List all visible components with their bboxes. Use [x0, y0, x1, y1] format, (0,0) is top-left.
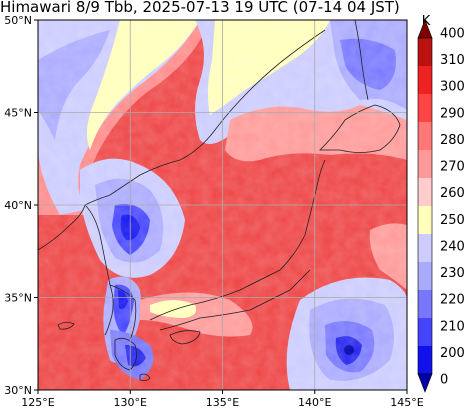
colorbar-segment [418, 234, 432, 263]
colorbar-unit-label: K [422, 14, 431, 29]
colorbar-segment [418, 178, 432, 207]
colorbar-segment [418, 290, 432, 319]
colorbar: K 400 310 300 290 280 270 260 250 240 230 220 210 20… [417, 14, 465, 393]
colorbar-tick-label: 250 [440, 213, 465, 228]
x-tick-label: 145°E [390, 396, 423, 409]
colorbar-tick-label: 270 [440, 160, 465, 175]
colorbar-segment [418, 66, 432, 95]
colorbar-tick-label: 300 [440, 80, 465, 95]
colorbar-tick-label: 260 [440, 186, 465, 201]
y-tick-label: 45°N [4, 107, 32, 120]
colorbar-segment [418, 94, 432, 123]
colorbar-segment [418, 318, 432, 347]
colorbar-segment [418, 262, 432, 291]
x-tick-label: 130°E [114, 396, 147, 409]
colorbar-tick-label: 230 [440, 266, 465, 281]
colorbar-tick-label: 0 [440, 373, 448, 388]
colorbar-segment [418, 122, 432, 151]
y-tick-label: 40°N [4, 199, 32, 212]
y-tick-label: 50°N [4, 14, 32, 27]
colorbar-tick-label: 220 [440, 293, 465, 308]
x-tick-label: 125°E [21, 396, 54, 409]
x-tick-label: 140°E [298, 396, 331, 409]
colorbar-tick-label: 200 [440, 346, 465, 361]
y-axis: 30°N 35°N 40°N 45°N 50°N [4, 14, 38, 397]
grid-lines [38, 20, 407, 390]
colorbar-segment [418, 150, 432, 179]
colorbar-tick-label: 310 [440, 53, 465, 68]
y-tick-label: 35°N [4, 292, 32, 305]
x-tick-label: 135°E [206, 396, 239, 409]
y-tick-label: 30°N [4, 384, 32, 397]
satellite-image [38, 20, 407, 390]
colorbar-tick-label: 400 [440, 27, 465, 42]
colorbar-tick-label: 210 [440, 319, 465, 334]
colorbar-segment [418, 206, 432, 235]
colorbar-segment [418, 38, 432, 67]
x-axis: 125°E 130°E 135°E 140°E 145°E [21, 390, 424, 409]
colorbar-frame [417, 37, 433, 375]
colorbar-tick-label: 240 [440, 239, 465, 254]
map-title: Himawari 8/9 Tbb, 2025-07-13 19 UTC (07-… [0, 0, 400, 16]
colorbar-tick-label: 280 [440, 133, 465, 148]
colorbar-segment [418, 346, 432, 375]
colorbar-tick-label: 290 [440, 106, 465, 121]
colorbar-extend-min [417, 373, 433, 393]
